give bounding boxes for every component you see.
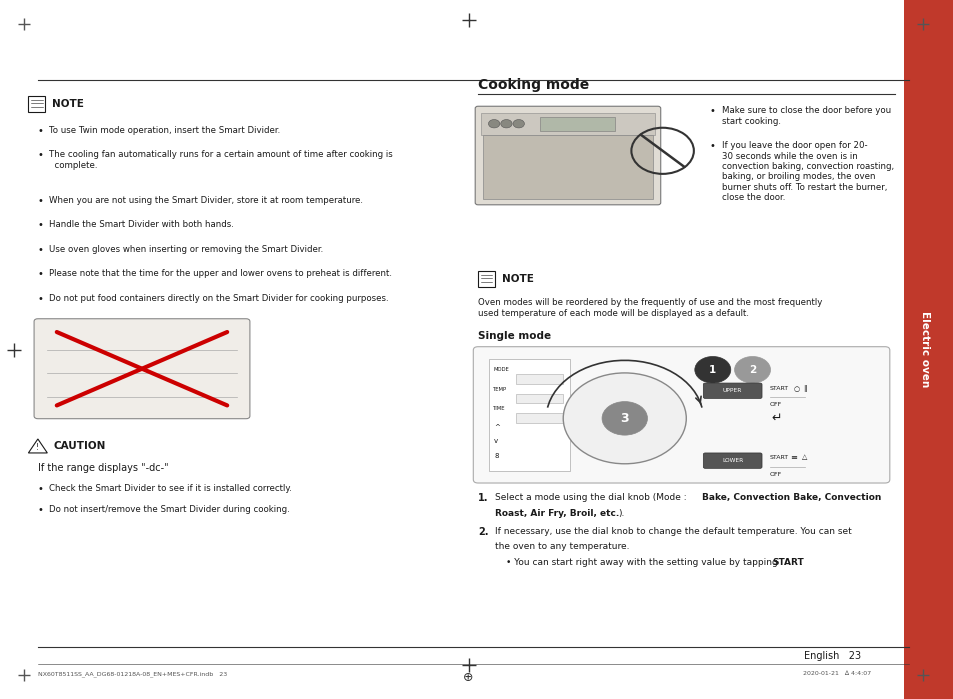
Bar <box>516 394 562 403</box>
Bar <box>516 413 562 423</box>
Text: Single mode: Single mode <box>477 331 551 340</box>
Text: The cooling fan automatically runs for a certain amount of time after cooking is: The cooling fan automatically runs for a… <box>50 150 393 170</box>
Text: MODE: MODE <box>493 367 508 372</box>
Bar <box>482 135 653 199</box>
Text: the oven to any temperature.: the oven to any temperature. <box>495 542 629 552</box>
Text: •: • <box>38 150 44 160</box>
Bar <box>480 113 655 135</box>
Text: If the range displays "-dc-": If the range displays "-dc-" <box>38 463 169 473</box>
Bar <box>539 117 615 131</box>
Text: OFF: OFF <box>769 402 781 408</box>
Text: ‖: ‖ <box>801 385 805 392</box>
Text: NOTE: NOTE <box>52 99 84 109</box>
Circle shape <box>601 401 647 435</box>
Bar <box>516 374 562 384</box>
Circle shape <box>500 120 512 128</box>
Text: .: . <box>799 558 801 567</box>
FancyBboxPatch shape <box>702 383 761 398</box>
Text: 2: 2 <box>748 365 756 375</box>
Text: If necessary, use the dial knob to change the default temperature. You can set: If necessary, use the dial knob to chang… <box>495 527 851 536</box>
Text: !: ! <box>36 443 39 452</box>
Text: Bake, Convection Bake, Convection: Bake, Convection Bake, Convection <box>701 493 881 503</box>
Text: START: START <box>772 558 803 567</box>
Text: •: • <box>38 220 44 230</box>
FancyBboxPatch shape <box>473 347 889 483</box>
Circle shape <box>488 120 499 128</box>
Bar <box>903 0 953 699</box>
Circle shape <box>562 373 685 464</box>
Text: •: • <box>38 126 44 136</box>
Text: •: • <box>38 196 44 206</box>
Text: Do not put food containers directly on the Smart Divider for cooking purposes.: Do not put food containers directly on t… <box>50 294 389 303</box>
Text: 8: 8 <box>494 454 498 459</box>
FancyBboxPatch shape <box>34 319 250 419</box>
Text: OFF: OFF <box>769 472 781 477</box>
Text: 1: 1 <box>708 365 716 375</box>
Text: When you are not using the Smart Divider, store it at room temperature.: When you are not using the Smart Divider… <box>50 196 363 205</box>
Circle shape <box>694 356 730 383</box>
Text: Select a mode using the dial knob (Mode :: Select a mode using the dial knob (Mode … <box>495 493 689 503</box>
Text: ≡: ≡ <box>790 453 797 461</box>
Text: ○: ○ <box>793 386 799 391</box>
Text: •: • <box>38 269 44 279</box>
Text: Cooking mode: Cooking mode <box>477 78 589 92</box>
Bar <box>29 96 46 112</box>
Text: •: • <box>38 294 44 303</box>
Text: CAUTION: CAUTION <box>53 441 105 451</box>
FancyBboxPatch shape <box>475 106 660 205</box>
Text: English   23: English 23 <box>803 651 861 661</box>
Text: v: v <box>494 438 497 444</box>
Text: ^: ^ <box>494 424 499 430</box>
Text: △: △ <box>801 454 806 460</box>
Text: Electric oven: Electric oven <box>919 311 929 388</box>
Text: 2.: 2. <box>477 527 488 537</box>
Text: NX60T8511SS_AA_DG68-01218A-08_EN+MES+CFR.indb   23: NX60T8511SS_AA_DG68-01218A-08_EN+MES+CFR… <box>38 671 227 677</box>
Text: TEMP: TEMP <box>493 387 507 391</box>
Circle shape <box>513 120 524 128</box>
Text: Roast, Air Fry, Broil, etc.: Roast, Air Fry, Broil, etc. <box>495 509 618 518</box>
Text: ⊕: ⊕ <box>463 671 474 684</box>
Text: TIME: TIME <box>493 406 505 411</box>
Bar <box>477 271 495 287</box>
Circle shape <box>734 356 770 383</box>
Text: Use oven gloves when inserting or removing the Smart Divider.: Use oven gloves when inserting or removi… <box>50 245 323 254</box>
Text: Handle the Smart Divider with both hands.: Handle the Smart Divider with both hands… <box>50 220 233 229</box>
Text: •: • <box>38 245 44 254</box>
Text: LOWER: LOWER <box>721 458 742 463</box>
Text: 2020-01-21   ∆ 4:4:07: 2020-01-21 ∆ 4:4:07 <box>801 671 870 676</box>
Text: START: START <box>769 386 788 391</box>
Text: Make sure to close the door before you
start cooking.: Make sure to close the door before you s… <box>721 106 890 126</box>
Text: To use Twin mode operation, insert the Smart Divider.: To use Twin mode operation, insert the S… <box>50 126 280 135</box>
Text: • You can start right away with the setting value by tapping: • You can start right away with the sett… <box>506 558 781 567</box>
Text: NOTE: NOTE <box>501 274 533 284</box>
FancyBboxPatch shape <box>702 453 761 468</box>
Text: 1.: 1. <box>477 493 488 503</box>
Text: 3: 3 <box>619 412 628 425</box>
Text: •: • <box>38 484 44 493</box>
Text: Do not insert/remove the Smart Divider during cooking.: Do not insert/remove the Smart Divider d… <box>50 505 290 514</box>
Text: START: START <box>769 454 788 460</box>
Text: UPPER: UPPER <box>722 388 741 394</box>
Text: ).: ). <box>618 509 624 518</box>
Bar <box>489 359 569 471</box>
Text: •: • <box>38 505 44 514</box>
Text: •: • <box>709 106 715 116</box>
Text: •: • <box>709 141 715 151</box>
Text: ↵: ↵ <box>770 412 781 425</box>
Text: If you leave the door open for 20-
30 seconds while the oven is in
convection ba: If you leave the door open for 20- 30 se… <box>721 141 894 202</box>
Text: Check the Smart Divider to see if it is installed correctly.: Check the Smart Divider to see if it is … <box>50 484 292 493</box>
Text: Please note that the time for the upper and lower ovens to preheat is different.: Please note that the time for the upper … <box>50 269 392 278</box>
Text: Oven modes will be reordered by the frequently of use and the most frequently
us: Oven modes will be reordered by the freq… <box>477 298 821 318</box>
